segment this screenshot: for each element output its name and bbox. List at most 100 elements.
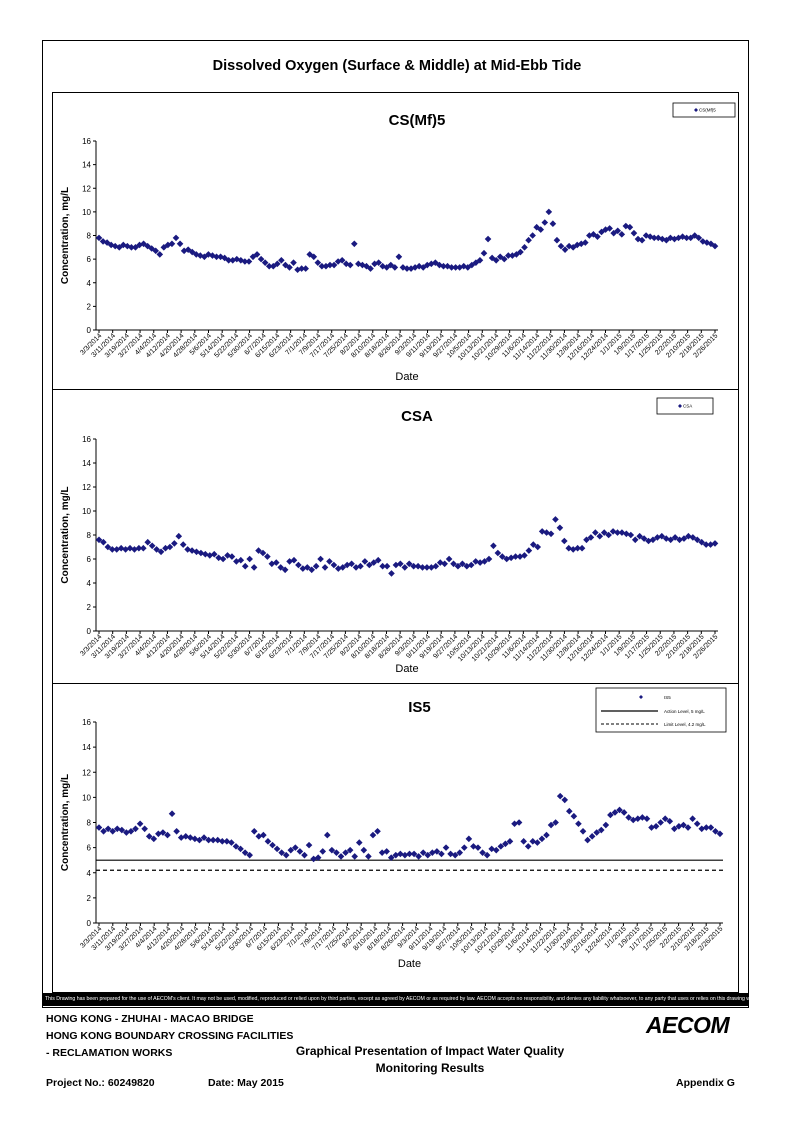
data-point [290,556,298,564]
data-point [294,266,301,274]
data-point [197,252,204,259]
data-point [411,264,419,271]
data-point [480,249,488,257]
y-tick-label: 16 [82,718,91,727]
data-point [388,570,395,577]
data-point [662,535,670,542]
data-point [100,827,107,835]
data-point [594,233,601,240]
data-point [370,559,378,566]
data-point [351,240,358,248]
data-point [432,562,440,570]
data-point [671,534,679,541]
data-point [566,807,573,815]
data-point [136,241,143,249]
data-point [225,257,232,264]
data-point [711,242,719,250]
data-point [319,848,327,855]
data-point [683,234,690,242]
y-tick-label: 14 [82,459,91,468]
data-point [326,261,334,269]
data-point [684,824,692,831]
data-point [579,827,587,835]
y-tick-label: 0 [87,627,92,636]
y-tick-label: 6 [87,255,92,264]
data-point [339,564,347,571]
data-point [192,251,200,258]
data-point [140,544,147,552]
data-point [257,255,265,263]
data-point [432,259,439,266]
data-point [638,236,646,244]
data-point [342,849,349,856]
data-point [214,836,222,844]
data-point [277,564,284,571]
legend-label: CS(Mf)5 [699,108,716,113]
data-point [346,846,354,854]
data-point [213,253,220,261]
legend-limit-label: Limit Level, 4.2 mg/L [664,722,706,727]
data-point [578,544,586,552]
data-point [549,220,557,227]
data-point [355,260,362,268]
data-point [490,542,497,550]
data-point [611,809,619,816]
data-point [334,258,342,265]
data-point [703,824,710,831]
data-point [246,851,253,859]
data-point [460,262,468,270]
data-point [379,262,386,270]
data-point [468,261,476,269]
data-point [698,825,706,833]
data-point [399,264,407,271]
x-axis-label: Date [395,371,418,383]
chart-panel-csmf5: CS(Mf)5 0 2 4 6 8 10 12 14 16 Concentration, mg/L 3… [52,92,739,390]
y-tick-label: 14 [82,161,91,170]
data-point [241,258,249,265]
data-point [492,846,500,854]
data-point [145,833,153,840]
y-axis-label: Concentration, mg/L [60,486,71,583]
data-point [456,264,463,271]
data-point [173,827,180,835]
data-point [148,542,156,550]
data-point [561,537,568,545]
data-point [237,845,244,853]
data-point [441,560,448,568]
data-point [330,561,338,569]
data-point [401,851,409,859]
legend-label: IS5 [664,695,671,700]
data-point [250,564,258,571]
data-point [128,244,135,251]
legend-marker [694,108,698,112]
data-point [126,544,134,552]
legend-marker [678,404,682,408]
data-point [530,541,537,548]
data-point [144,538,152,546]
data-point [625,814,632,821]
data-point [702,541,710,548]
document-title-line-2: Monitoring Results [375,1061,485,1075]
data-point [328,846,336,854]
data-point [255,547,262,554]
data-point [196,836,203,844]
data-point [693,820,701,828]
data-point [312,562,320,570]
data-point [452,264,459,271]
data-point [511,820,518,828]
data-point [541,219,549,226]
data-point [561,246,569,253]
data-point [650,234,658,242]
data-point [547,821,555,829]
data-point [286,558,293,565]
data-point [529,232,536,239]
data-point [492,257,500,264]
data-point [357,562,364,570]
data-point [657,819,664,826]
data-point [206,552,214,559]
data-point [407,265,415,272]
data-point [269,262,277,270]
data-point [607,811,614,819]
